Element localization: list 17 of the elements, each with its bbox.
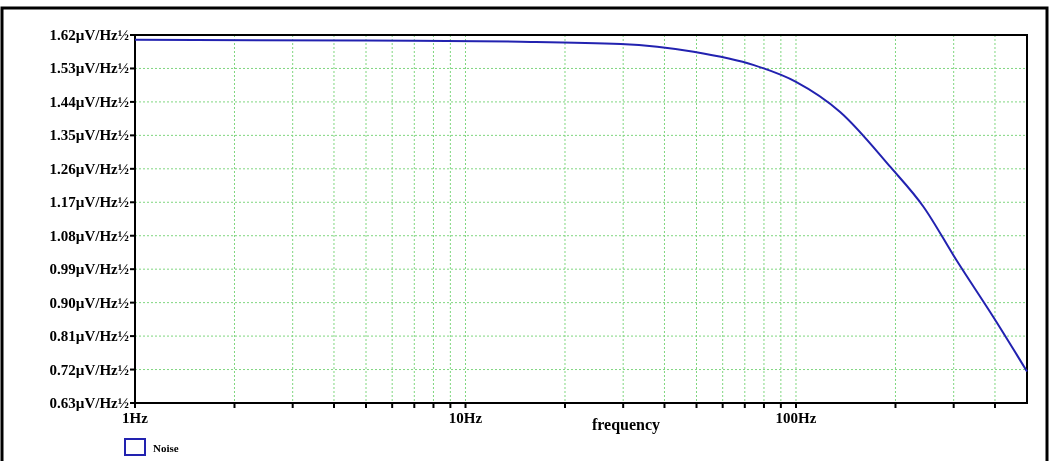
y-tick-label: 1.17µV/Hz½ (49, 194, 129, 211)
y-tick-label: 1.26µV/Hz½ (49, 160, 129, 177)
x-tick-label: 100Hz (775, 410, 817, 426)
y-tick-label: 0.72µV/Hz½ (49, 361, 129, 378)
y-tick-label: 0.81µV/Hz½ (49, 328, 129, 345)
y-tick-label: 0.90µV/Hz½ (49, 294, 129, 311)
y-tick-label: 1.44µV/Hz½ (49, 93, 129, 110)
x-axis-title: frequency (591, 416, 661, 434)
y-tick-label: 1.35µV/Hz½ (49, 127, 129, 144)
y-tick-label: 0.63µV/Hz½ (49, 395, 129, 411)
y-tick-label: 1.53µV/Hz½ (49, 60, 129, 77)
y-tick-label: 0.99µV/Hz½ (49, 261, 129, 278)
x-tick-label: 1Hz (122, 410, 149, 426)
legend-label: Noise (153, 442, 179, 454)
y-tick-label: 1.62µV/Hz½ (49, 27, 129, 43)
x-tick-label: 10Hz (448, 410, 483, 426)
y-tick-label: 1.08µV/Hz½ (49, 227, 129, 244)
